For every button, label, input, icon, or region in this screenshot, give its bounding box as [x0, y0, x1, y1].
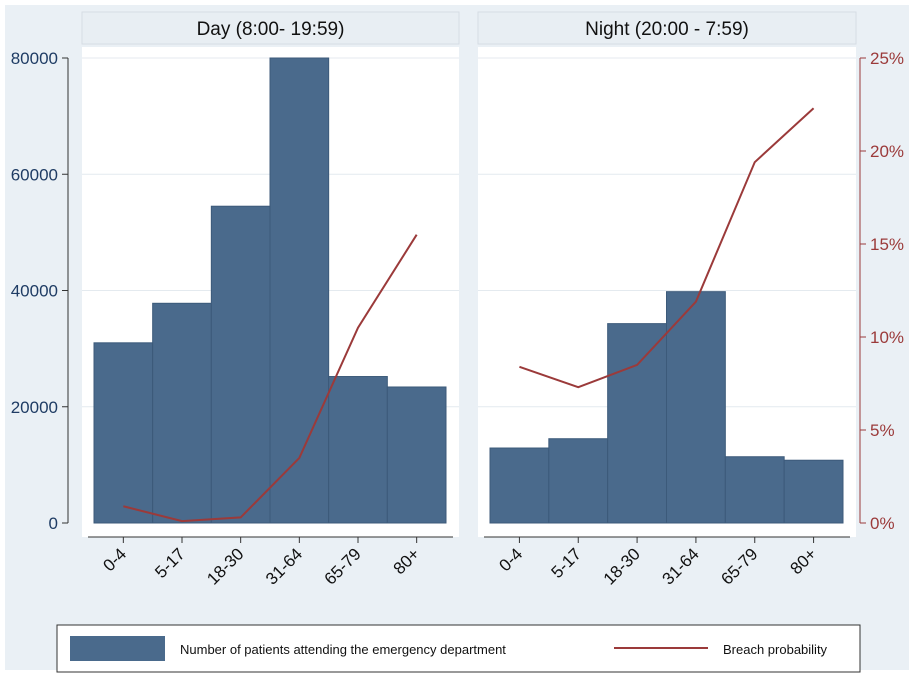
left-axis: 0 20000 40000 60000 80000	[11, 49, 69, 533]
panel-night: Night (20:00 - 7:59)0-4 5-17 18-30 31-64 65-…	[477, 11, 857, 589]
breach-line	[519, 107, 815, 389]
bar-80+	[386, 386, 447, 524]
panel-title-strip	[81, 11, 460, 45]
legend-bar-swatch	[70, 636, 165, 661]
bar-31-64	[269, 57, 330, 524]
bar-0-4	[93, 342, 154, 524]
bar-65-79	[328, 376, 388, 524]
bar-31-64	[666, 291, 726, 524]
right-tick-label: 10%	[870, 328, 904, 347]
bar-18-30	[210, 205, 271, 524]
bar-80+	[783, 459, 844, 524]
left-tick-label: 40000	[11, 282, 58, 301]
right-tick-label: 5%	[870, 421, 895, 440]
legend-box	[56, 624, 861, 673]
left-tick-label: 20000	[11, 398, 58, 417]
panel-title-strip	[477, 11, 857, 45]
left-tick-label: 60000	[11, 165, 58, 184]
right-tick-label: 25%	[870, 49, 904, 68]
right-tick-label: 20%	[870, 142, 904, 161]
legend-line-label: Breach probability	[723, 642, 828, 657]
legend: Number of patients attending the emergen…	[56, 624, 861, 673]
right-tick-label: 0%	[870, 514, 895, 533]
legend-bar-label: Number of patients attending the emergen…	[180, 642, 506, 657]
left-tick-label: 0	[49, 514, 58, 533]
right-axis: 0% 5% 10% 15% 20% 25%	[859, 49, 904, 533]
bar-0-4	[489, 447, 550, 524]
right-tick-label: 15%	[870, 235, 904, 254]
bar-5-17	[152, 302, 212, 524]
bar-5-17	[548, 438, 609, 524]
left-tick-label: 80000	[11, 49, 58, 68]
breach-line	[123, 234, 418, 523]
bar-65-79	[724, 456, 785, 524]
panel-title: Night (20:00 - 7:59)	[585, 19, 749, 40]
panel-title: Day (8:00- 19:59)	[197, 19, 345, 40]
panel-day: Day (8:00- 19:59)0-4 5-17 18-30 31-64 65-79 8…	[81, 11, 460, 589]
bar-18-30	[607, 323, 668, 524]
